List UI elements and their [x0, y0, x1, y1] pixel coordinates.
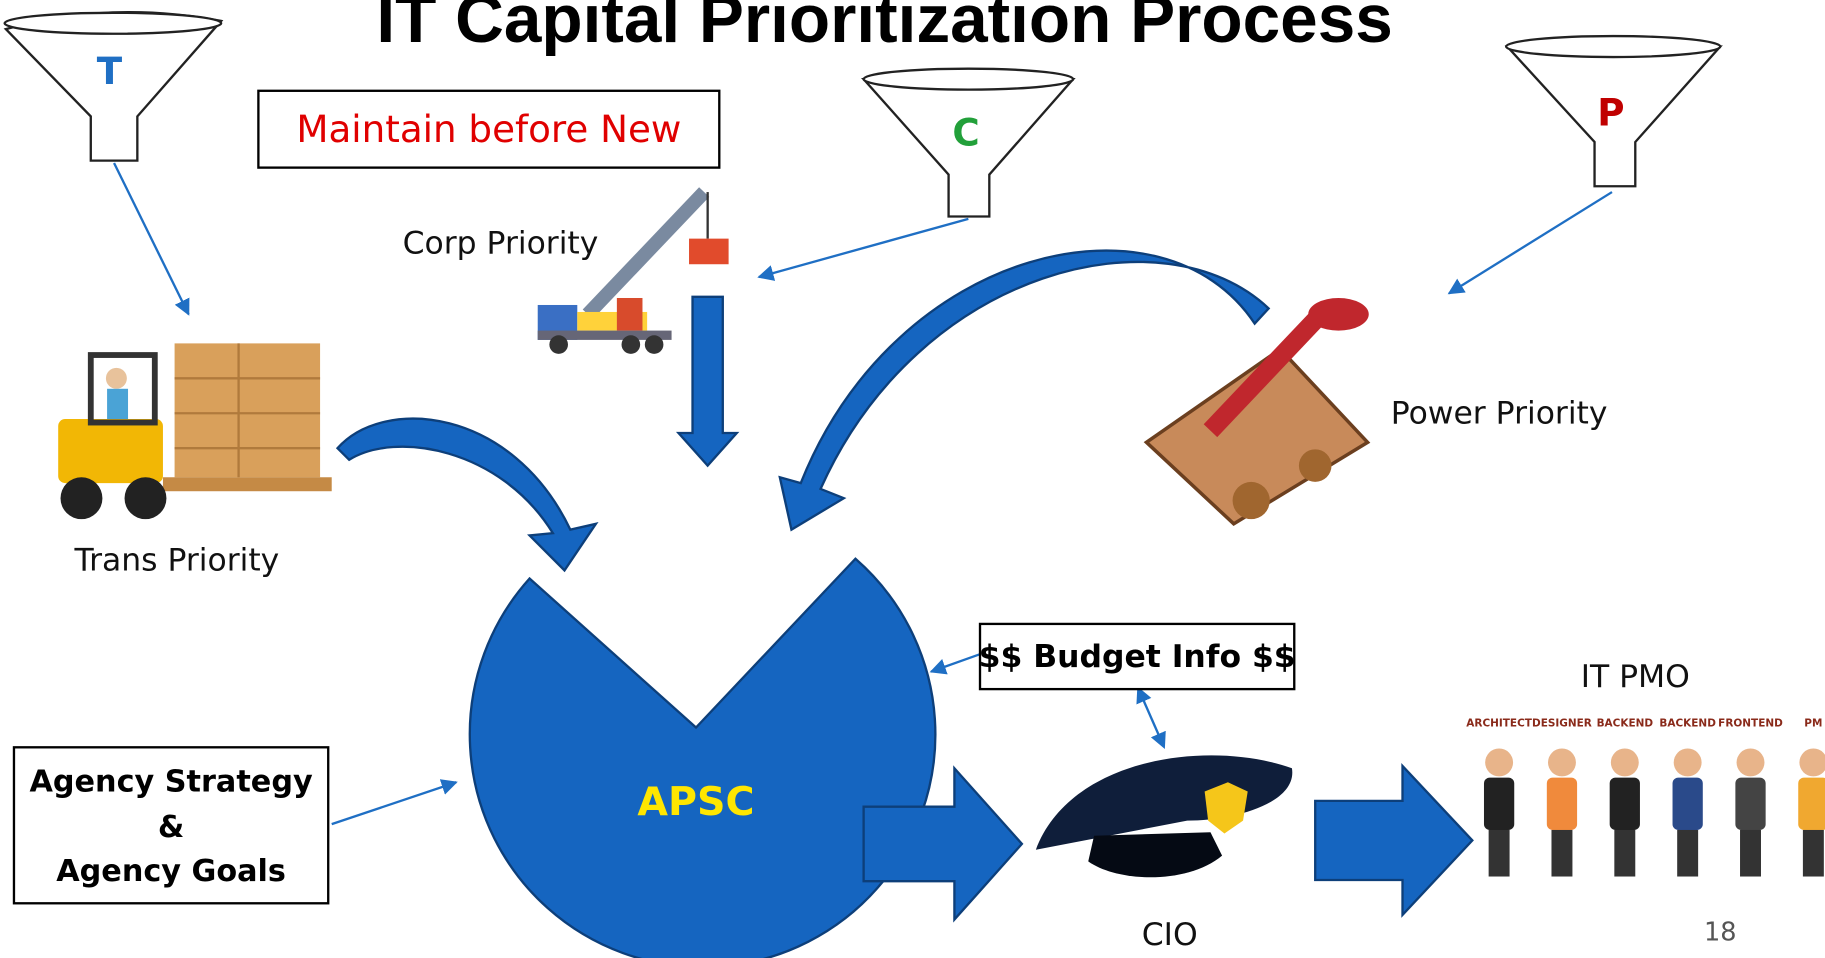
- person-head: [1737, 748, 1765, 776]
- funnel-label: T: [97, 49, 123, 93]
- funnel-label: P: [1597, 91, 1624, 135]
- person-body: [1798, 778, 1825, 830]
- role-label: BACKEND: [1659, 717, 1716, 729]
- person-legs: [1803, 830, 1824, 877]
- agency-text: Agency Strategy: [29, 765, 312, 800]
- person-legs: [1677, 830, 1698, 877]
- agency-text: &: [158, 810, 184, 845]
- role-label: DESIGNER: [1532, 717, 1592, 729]
- budget-text: $$ Budget Info $$: [979, 639, 1296, 675]
- person-body: [1610, 778, 1640, 830]
- role-label: BACKEND: [1597, 717, 1654, 729]
- funnel-label: C: [952, 111, 979, 155]
- agency-text: Agency Goals: [56, 854, 286, 889]
- role-label: PM: [1804, 717, 1822, 729]
- node-label: Trans Priority: [74, 542, 280, 578]
- person-body: [1547, 778, 1577, 830]
- apsc-shape: [470, 559, 936, 958]
- person-legs: [1489, 830, 1510, 877]
- person-body: [1735, 778, 1765, 830]
- person-head: [1485, 748, 1513, 776]
- person-legs: [1614, 830, 1635, 877]
- page-number: 18: [1704, 918, 1737, 948]
- node-label: CIO: [1142, 917, 1198, 953]
- person-head: [1611, 748, 1639, 776]
- block-arrow: [679, 297, 737, 466]
- person-legs: [1551, 830, 1572, 877]
- role-label: ARCHITECT: [1466, 717, 1532, 729]
- slide: IT Capital Prioritization Process T C P …: [0, 0, 1825, 958]
- node-label: Power Priority: [1391, 396, 1608, 432]
- person-head: [1799, 748, 1825, 776]
- catapult-icon: [1146, 298, 1368, 524]
- person-head: [1674, 748, 1702, 776]
- block-arrow: [1315, 766, 1472, 915]
- maintain-text: Maintain before New: [296, 107, 681, 151]
- apsc-label: APSC: [637, 779, 754, 825]
- title: IT Capital Prioritization Process: [376, 0, 1392, 57]
- person-head: [1548, 748, 1576, 776]
- person-body: [1484, 778, 1514, 830]
- forklift-icon: [58, 343, 332, 519]
- node-label: Corp Priority: [403, 226, 599, 262]
- person-legs: [1740, 830, 1761, 877]
- curved-arrows: [338, 251, 1269, 571]
- team-title: IT PMO: [1581, 659, 1690, 695]
- cio-hat: [1036, 755, 1292, 877]
- role-label: FRONTEND: [1718, 717, 1783, 729]
- person-body: [1673, 778, 1703, 830]
